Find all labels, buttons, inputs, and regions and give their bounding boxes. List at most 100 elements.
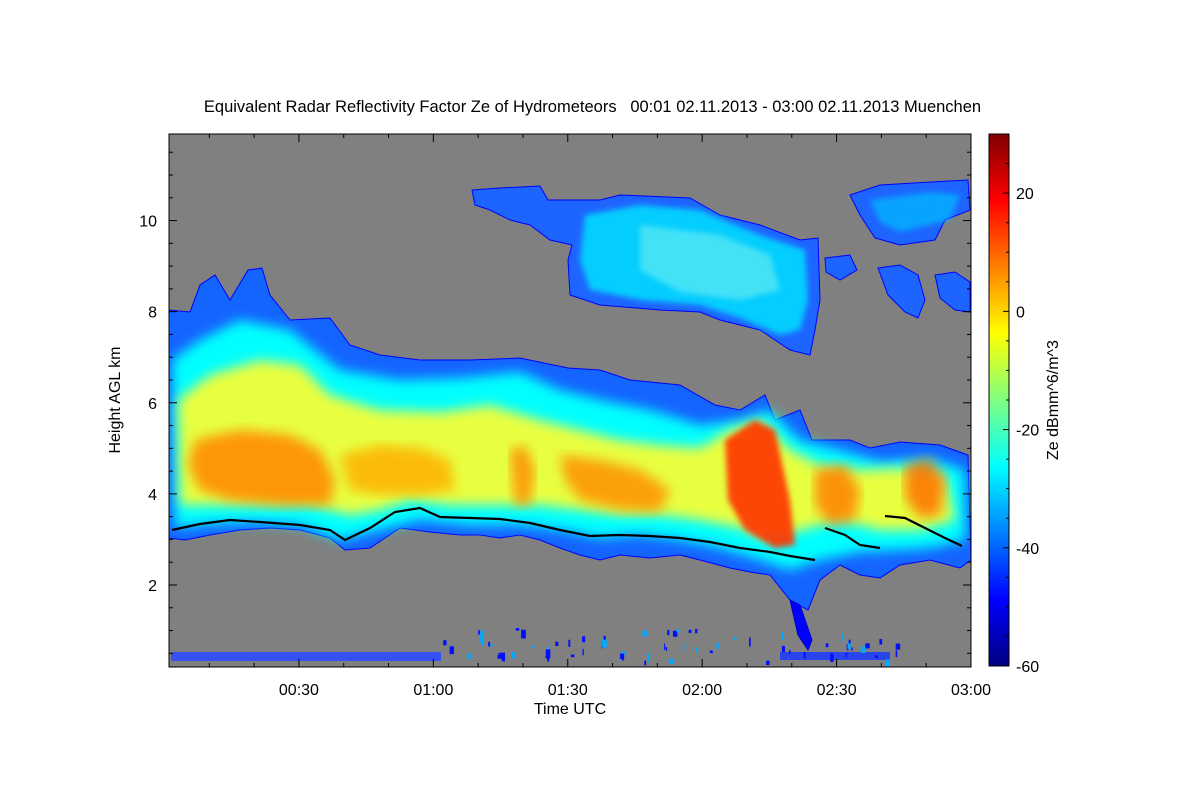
y-axis: 2 4 6 8 10	[139, 151, 971, 654]
melting-layer-trace-3	[884, 514, 963, 547]
reflectivity-field	[169, 179, 971, 667]
clutter-speck	[789, 650, 791, 654]
clutter-speck	[879, 639, 883, 645]
clutter-speck	[842, 633, 844, 642]
x-axis: 00:30 01:00 01:30 02:00 02:30 03:00	[208, 134, 991, 699]
clutter-speck	[497, 654, 503, 659]
clutter-speck	[851, 647, 853, 651]
x-axis-title: Time UTC	[534, 701, 606, 718]
x-tick-label: 00:30	[279, 682, 319, 699]
clutter-speck	[716, 642, 719, 649]
colorbar-tick-label: 0	[1016, 304, 1025, 321]
clutter-speck	[490, 644, 493, 647]
clutter-speck	[532, 645, 535, 649]
clutter-speck	[676, 629, 680, 633]
upper-right-patch-core	[870, 192, 960, 232]
clutter-speck	[672, 630, 678, 637]
y-axis-title: Height AGL km	[107, 346, 124, 453]
clutter-speck	[488, 641, 491, 647]
clutter-speck	[601, 639, 607, 648]
clutter-speck	[647, 653, 650, 662]
plot-border	[168, 133, 972, 668]
clutter-speck	[521, 629, 526, 639]
clutter-speck	[695, 647, 698, 653]
chart-title: Equivalent Radar Reflectivity Factor Ze …	[203, 98, 982, 116]
clutter-speck	[478, 630, 480, 635]
clutter-speck	[848, 639, 851, 644]
clutter-speck	[644, 660, 647, 666]
clutter-speck	[845, 652, 848, 658]
clutter-speck	[803, 652, 806, 659]
clutter-speck	[480, 638, 484, 646]
clutter-speck	[582, 648, 584, 656]
clutter-speck	[860, 646, 866, 653]
clutter-speck	[480, 632, 483, 642]
y-tick-label: 8	[148, 305, 157, 322]
y-tick-label: 6	[148, 396, 157, 413]
core-orange-6	[815, 465, 860, 525]
clutter-speck	[682, 642, 685, 651]
core-red-5	[725, 420, 795, 548]
clutter-speck	[781, 645, 785, 653]
colorbar-tick-label: 20	[1016, 186, 1034, 203]
clutter-speck	[570, 654, 575, 658]
clutter-speck	[568, 639, 571, 647]
core-orange-2	[340, 445, 455, 495]
clutter-speck	[865, 643, 870, 649]
colorbar-ticks: 20 0 -20 -40 -60	[1003, 133, 1039, 676]
clutter-speck	[621, 656, 624, 661]
colorbar-title: Ze dBmm^6/m^3	[1045, 340, 1062, 460]
clutter-speck	[664, 643, 666, 650]
x-tick-label: 01:00	[413, 682, 453, 699]
clutter-speck	[781, 632, 784, 640]
clutter-speck	[895, 650, 898, 658]
x-tick-label: 03:00	[951, 682, 991, 699]
melting-layer-trace	[171, 506, 816, 562]
clutter-speck	[669, 658, 674, 665]
clutter-speck	[498, 652, 503, 655]
clutter-speck	[501, 652, 506, 662]
colorbar-tick-label: -40	[1016, 541, 1039, 558]
upper-small-patch-3	[824, 254, 858, 281]
clutter-speck	[443, 640, 447, 646]
clutter-speck	[603, 635, 606, 644]
clutter-speck	[481, 629, 485, 637]
upper-small-patch-1	[877, 264, 926, 319]
upper-cloud-core-2	[640, 225, 780, 300]
clutter-speckles	[443, 628, 901, 667]
clutter-speck	[830, 653, 834, 662]
clutter-speck	[467, 653, 471, 660]
clutter-speck	[555, 641, 559, 646]
x-tick-label: 02:30	[817, 682, 857, 699]
clutter-speck	[582, 636, 586, 643]
clutter-speck	[749, 637, 751, 647]
y-tick-label: 10	[139, 214, 157, 231]
ground-clutter-right	[780, 652, 890, 660]
clutter-speck	[766, 660, 770, 666]
colorbar-tick-label: -20	[1016, 423, 1039, 440]
clutter-speck	[515, 628, 520, 631]
precip-streak	[789, 599, 813, 652]
y-tick-label: 2	[148, 578, 157, 595]
clutter-speck	[695, 628, 698, 634]
clutter-speck	[642, 630, 648, 637]
clutter-speck	[545, 649, 551, 658]
clutter-speck	[709, 650, 713, 654]
core-orange-7	[905, 458, 945, 518]
clutter-speck	[546, 646, 550, 650]
clutter-speck	[511, 652, 515, 659]
core-orange-3	[510, 445, 535, 505]
melting-layer-trace-2	[824, 526, 881, 550]
ground-clutter-left	[171, 652, 441, 661]
clutter-speck	[885, 659, 890, 667]
core-orange-4	[560, 455, 670, 512]
clutter-speck	[665, 647, 668, 651]
clutter-speck	[449, 646, 454, 655]
x-tick-label: 02:00	[682, 682, 722, 699]
clutter-speck	[621, 651, 625, 656]
clutter-speck	[847, 642, 851, 650]
clutter-speck	[875, 655, 878, 658]
y-tick-label: 4	[148, 487, 157, 504]
clutter-speck	[825, 643, 829, 648]
